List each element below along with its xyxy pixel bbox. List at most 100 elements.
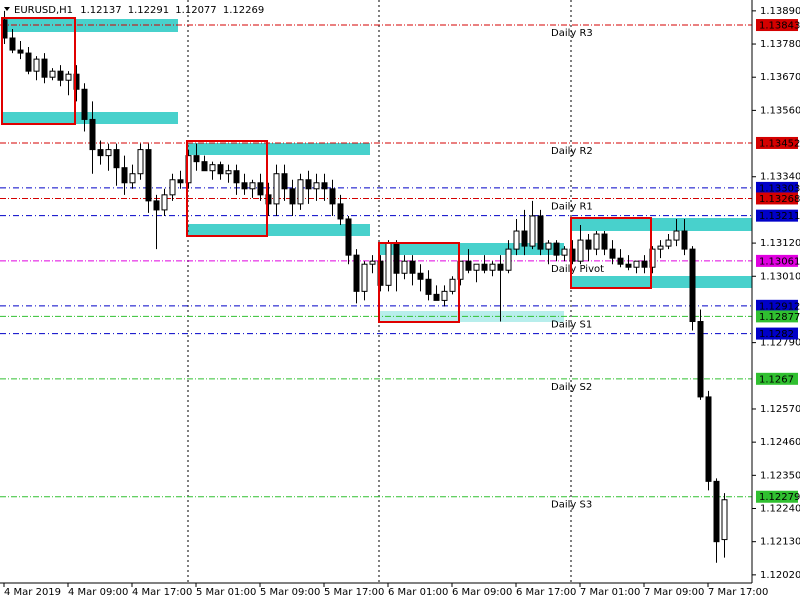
candle-body bbox=[33, 58, 40, 72]
x-tick-label: 5 Mar 17:00 bbox=[324, 587, 384, 598]
candle-body bbox=[97, 149, 104, 157]
candle-body bbox=[537, 215, 544, 250]
price-tag-label: 1.13452 bbox=[759, 138, 800, 149]
price-tag bbox=[756, 209, 798, 222]
price-tag bbox=[756, 327, 798, 340]
candles bbox=[1, 10, 728, 563]
candle-body bbox=[121, 167, 128, 184]
candle-body bbox=[409, 260, 416, 274]
candle-body bbox=[41, 58, 48, 78]
candle-body bbox=[609, 248, 616, 259]
candle-body bbox=[401, 260, 408, 274]
candle-body bbox=[697, 321, 704, 398]
zone bbox=[2, 112, 178, 124]
candle-body bbox=[473, 263, 480, 271]
level-label: Daily S3 bbox=[551, 500, 592, 511]
candle-body bbox=[585, 239, 592, 250]
candle-body bbox=[361, 263, 368, 292]
candle-body bbox=[721, 499, 728, 541]
candle-body bbox=[305, 179, 312, 190]
candle-body bbox=[657, 245, 664, 250]
symbol: EURUSD,H1 bbox=[14, 5, 73, 16]
box bbox=[186, 140, 268, 237]
y-tick-label: 1.12020 bbox=[760, 570, 800, 581]
candle-body bbox=[505, 248, 512, 271]
candle-body bbox=[113, 149, 120, 169]
price-tag-label: 1.13843 bbox=[759, 21, 800, 32]
candle-body bbox=[193, 155, 200, 163]
price-tag bbox=[756, 136, 798, 149]
zone bbox=[379, 243, 564, 255]
candle-body bbox=[521, 230, 528, 247]
candle-body bbox=[137, 149, 144, 175]
candle-body bbox=[17, 49, 24, 54]
y-tick-label: 1.13670 bbox=[760, 72, 800, 83]
y-tick-label: 1.13560 bbox=[760, 105, 800, 116]
candle-body bbox=[201, 161, 208, 172]
candle-body bbox=[425, 278, 432, 295]
zone bbox=[187, 224, 370, 236]
candle-body bbox=[465, 260, 472, 271]
candle-body bbox=[601, 233, 608, 250]
price-tag-label: 1.13211 bbox=[759, 211, 800, 222]
candle-body bbox=[161, 194, 168, 211]
price-tag bbox=[756, 299, 798, 312]
candle-body bbox=[633, 260, 640, 268]
y-tick-label: 1.13010 bbox=[760, 271, 800, 282]
candle-body bbox=[177, 179, 184, 184]
candle-body bbox=[713, 480, 720, 543]
x-tick-label: 5 Mar 01:00 bbox=[196, 587, 256, 598]
candle-body bbox=[217, 164, 224, 175]
candle-body bbox=[593, 233, 600, 250]
y-tick-label: 1.13890 bbox=[760, 6, 800, 17]
candle-body bbox=[481, 263, 488, 271]
candle-body bbox=[81, 88, 88, 120]
candle-body bbox=[129, 173, 136, 184]
candle-body bbox=[353, 254, 360, 292]
candle-body bbox=[25, 52, 32, 72]
candle-body bbox=[673, 230, 680, 241]
level-label: Daily R3 bbox=[551, 28, 593, 39]
candle-body bbox=[441, 290, 448, 301]
zone bbox=[187, 143, 370, 155]
x-tick-label: 7 Mar 01:00 bbox=[580, 587, 640, 598]
price-tag bbox=[756, 310, 798, 323]
candle-body bbox=[49, 70, 56, 78]
y-tick-label: 1.13120 bbox=[760, 238, 800, 249]
price-tag bbox=[756, 181, 798, 194]
candle-body bbox=[281, 173, 288, 190]
y-tick-label: 1.12240 bbox=[760, 504, 800, 515]
candle-body bbox=[385, 242, 392, 286]
candle-body bbox=[57, 70, 64, 81]
price-tag-label: 1.12912 bbox=[759, 301, 800, 312]
candle-body bbox=[233, 170, 240, 184]
candle-body bbox=[145, 149, 152, 202]
candle-body bbox=[681, 230, 688, 250]
price-tag bbox=[756, 254, 798, 267]
levels: Daily R3 Daily R2 Daily R1 Daily Pivot Daily… bbox=[0, 24, 752, 511]
candle-body bbox=[665, 239, 672, 247]
candle-body bbox=[289, 188, 296, 205]
price-tag-label: 1.12279 bbox=[759, 492, 800, 503]
level-label: Daily R2 bbox=[551, 146, 593, 157]
candle-body bbox=[329, 188, 336, 205]
y-tick-label: 1.13780 bbox=[760, 39, 800, 50]
zone bbox=[571, 276, 752, 288]
candle-body bbox=[689, 248, 696, 323]
x-tick-label: 7 Mar 17:00 bbox=[708, 587, 768, 598]
candle-body bbox=[513, 230, 520, 250]
x-tick-label: 6 Mar 09:00 bbox=[452, 587, 512, 598]
price-tag-label: 1.13268 bbox=[759, 194, 800, 205]
candle-body bbox=[617, 257, 624, 265]
close: 1.12269 bbox=[223, 5, 264, 16]
price-tag bbox=[756, 19, 798, 32]
candle-body bbox=[225, 170, 232, 175]
box bbox=[570, 217, 652, 289]
candle-body bbox=[433, 293, 440, 301]
x-tick-label: 4 Mar 17:00 bbox=[132, 587, 192, 598]
x-tick-label: 7 Mar 09:00 bbox=[644, 587, 704, 598]
high: 1.12291 bbox=[128, 5, 169, 16]
candle-body bbox=[313, 182, 320, 190]
x-tick-label: 4 Mar 09:00 bbox=[68, 587, 128, 598]
